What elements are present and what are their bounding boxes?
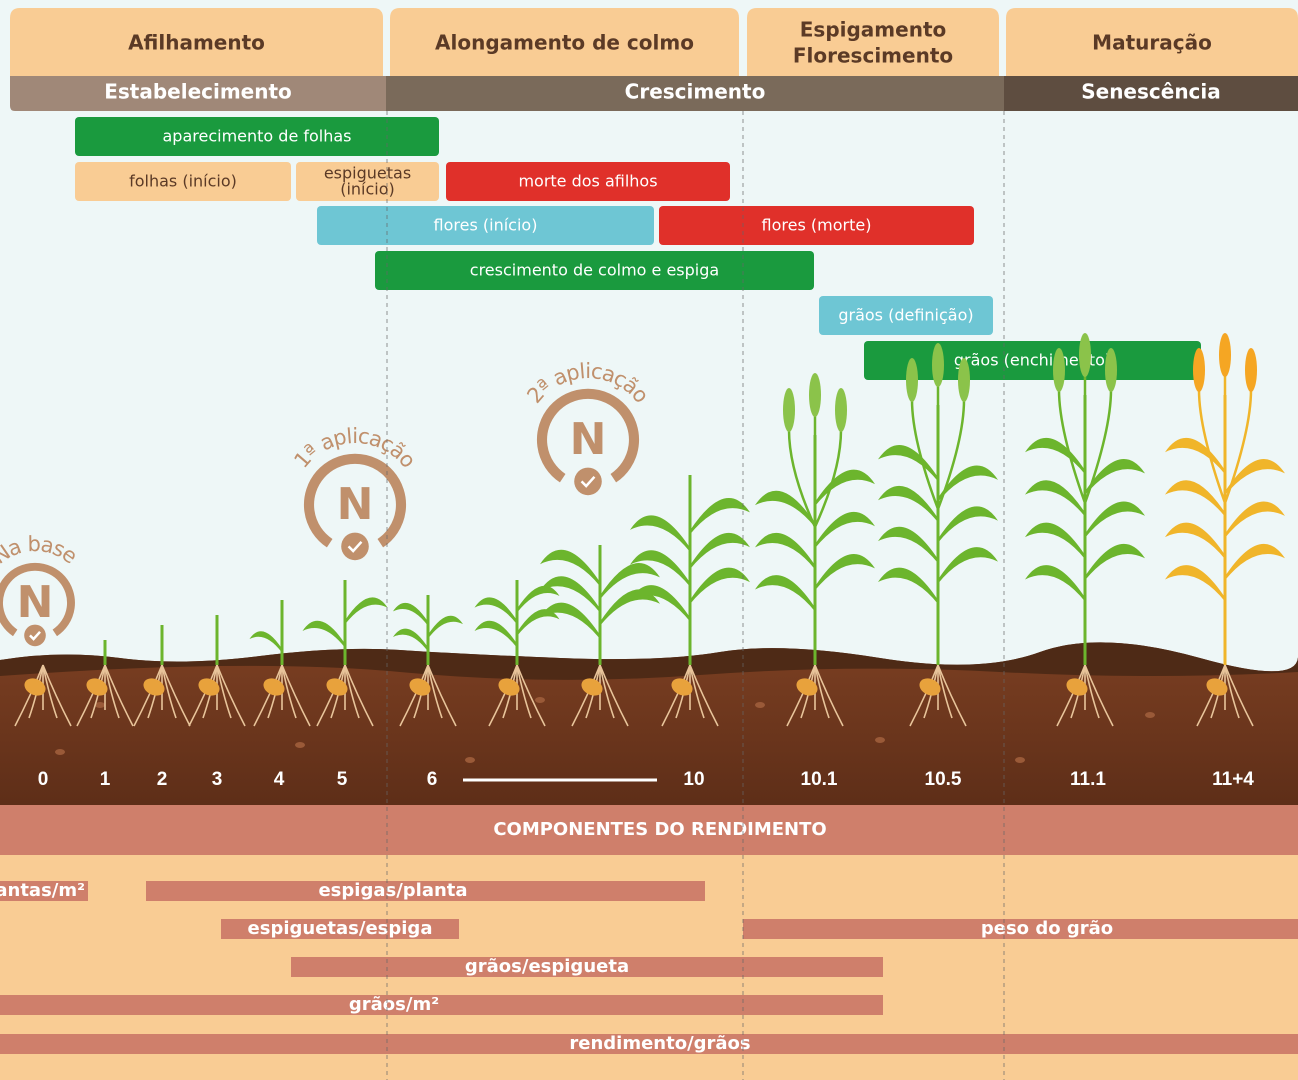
stone [755,702,765,708]
stage-number: 6 [427,769,438,790]
process-label: grãos (definição) [838,306,973,325]
ear [958,358,970,402]
stage-number: 10.1 [801,769,838,790]
component-label: grãos/espigueta [465,956,629,977]
ear [1245,348,1257,392]
infographic: Afilhamento Alongamento de colmo Espigamen… [0,0,1298,1080]
phase-title: Estabelecimento [104,80,292,104]
process-label: (início) [340,180,395,199]
ear [809,373,821,417]
stage-number: 10 [683,769,704,790]
stone [1145,712,1155,718]
ear [1079,333,1091,377]
check [341,533,369,561]
n-letter: N [17,577,54,628]
stage-number: 4 [274,769,285,790]
stage-title: Alongamento de colmo [435,31,694,55]
stage-title: Maturação [1092,31,1212,55]
n-letter: N [570,414,607,465]
stage-number: 1 [100,769,111,790]
stone [875,737,885,743]
process-label: folhas (início) [129,172,237,191]
stage-number: 0 [38,769,49,790]
stage-number: 10.5 [925,769,962,790]
process-label: flores (início) [434,216,538,235]
ear [906,358,918,402]
ear [783,388,795,432]
page: {"stages": [{"lines": ["Afilhamento"]}, … [0,0,1298,1080]
check [574,468,602,496]
stone [1015,757,1025,763]
process-label: morte dos afilhos [518,172,657,191]
component-label: espigas/planta [318,880,467,901]
n-letter: N [337,479,374,530]
stone [55,749,65,755]
components-title: COMPONENTES DO RENDIMENTO [493,819,826,840]
phase-title: Senescência [1081,80,1221,104]
stage-title: Afilhamento [128,31,265,55]
ear [1053,348,1065,392]
stage-number: 2 [157,769,168,790]
stone [295,742,305,748]
ear [932,343,944,387]
stone [535,697,545,703]
ear [835,388,847,432]
stage-number: 3 [212,769,223,790]
component-label: peso do grão [981,918,1113,939]
stage-number: 11+4 [1212,769,1254,790]
ear [1105,348,1117,392]
stone [465,757,475,763]
process-label: aparecimento de folhas [162,127,351,146]
stage-number: 11.1 [1070,769,1106,790]
process-label: crescimento de colmo e espiga [470,261,719,280]
ear [1219,333,1231,377]
stage-number: 5 [337,769,348,790]
process-label: flores (morte) [762,216,872,235]
stage-title: Espigamento [800,18,947,42]
phase-title: Crescimento [625,80,766,104]
component-label: espiguetas/espiga [248,918,433,939]
check [24,625,46,647]
component-label: plantas/m² [0,880,85,901]
ear [1193,348,1205,392]
component-bar [0,995,883,1015]
stage-title: Florescimento [793,44,953,68]
component-label: grãos/m² [349,994,439,1015]
component-label: rendimento/grãos [569,1033,750,1054]
